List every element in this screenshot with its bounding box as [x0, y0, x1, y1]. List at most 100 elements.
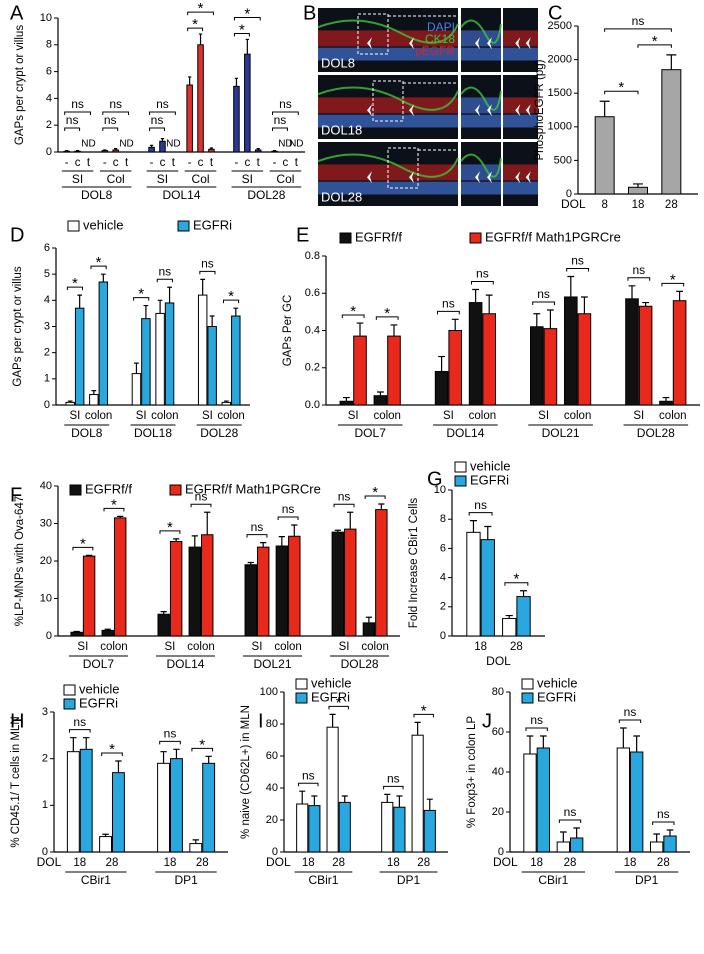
y-tick-label: 60: [266, 750, 278, 762]
group-label: DOL8: [81, 188, 113, 202]
bar: [66, 751, 80, 853]
bar: [482, 313, 496, 406]
significance-label: ns: [274, 113, 287, 127]
bar: [616, 747, 631, 853]
significance-bracket: [468, 512, 493, 516]
bar: [256, 546, 270, 637]
error-bar: [676, 290, 683, 301]
bar: [244, 53, 251, 153]
stain-band: [317, 153, 459, 178]
error-bar: [347, 511, 354, 530]
y-tick-label: 0: [440, 630, 446, 642]
x-tick-label: -: [188, 157, 192, 169]
significance-bracket: [90, 265, 107, 270]
y-axis-title: % CD45.1/ T cells in MLN: [10, 716, 22, 847]
error-bar: [157, 299, 163, 314]
bar: [221, 401, 232, 406]
group-label: DOL28: [247, 188, 285, 202]
error-bar: [256, 148, 260, 150]
stain-band: [503, 47, 538, 61]
subgroup-label: Col: [192, 172, 210, 186]
error-bar: [173, 748, 180, 759]
significance-label: ns: [73, 715, 86, 729]
panel-letter: B: [303, 2, 316, 24]
significance-label: ns: [109, 97, 122, 111]
panel-letter: E: [296, 224, 309, 246]
error-bar: [365, 616, 373, 623]
x-tick-label: colon: [217, 410, 245, 422]
bar: [423, 809, 436, 853]
bar: [530, 326, 544, 406]
error-bar: [173, 538, 180, 542]
legend-swatch: [521, 678, 534, 690]
significance-label: ns: [338, 489, 351, 503]
group-label: DOL14: [446, 426, 484, 440]
error-bar: [666, 829, 674, 836]
y-tick-label: 2: [44, 347, 50, 359]
error-bar: [485, 294, 493, 314]
significance-bracket: [618, 719, 642, 723]
legend-label: EGFRi: [311, 689, 350, 704]
error-bar: [620, 727, 627, 748]
error-bar: [160, 138, 165, 142]
y-tick-label: 8: [440, 513, 446, 525]
y-tick-label: 0.6: [305, 287, 320, 299]
x-tick-label: 18: [73, 857, 86, 869]
y-axis-title: GAPs per crypt or villus: [14, 25, 26, 145]
y-tick-label: 6: [440, 542, 446, 554]
significance-bracket: [328, 705, 349, 710]
subgroup-label: SI: [242, 172, 253, 186]
x-tick-label: SI: [538, 410, 549, 422]
significance-bracket: [191, 747, 214, 752]
x-tick-label: t: [210, 157, 214, 169]
significance-label: ns: [571, 254, 584, 268]
error-bar: [628, 285, 636, 299]
bar: [536, 747, 551, 853]
legend-swatch: [63, 698, 76, 710]
x-tick-label: 18: [632, 199, 645, 211]
significance-label: *: [80, 535, 86, 552]
value-label: ND: [278, 139, 292, 150]
y-tick-label: 10: [434, 484, 446, 496]
legend-label: vehicle: [79, 681, 119, 696]
error-bar: [205, 755, 212, 764]
bar: [466, 531, 481, 637]
significance-label: ns: [282, 502, 295, 516]
error-bar: [160, 751, 167, 764]
bar: [502, 617, 517, 637]
bar: [434, 370, 449, 406]
significance-bracket: [187, 11, 214, 16]
x-tick-label: colon: [100, 641, 128, 653]
significance-label: *: [111, 496, 117, 513]
legend-swatch: [454, 475, 467, 487]
error-bar: [378, 503, 385, 510]
x-axis-title: DOL: [561, 197, 586, 211]
error-bar: [91, 390, 97, 395]
stain-band: [461, 97, 501, 114]
legend-label: EGFRf/f: [85, 481, 132, 496]
arrowhead: [475, 37, 492, 50]
legend-swatch: [339, 232, 352, 244]
value-label: ND: [81, 139, 95, 150]
error-bar: [384, 793, 391, 803]
y-tick-label: 2: [46, 119, 52, 131]
error-bar: [114, 148, 118, 150]
bar: [411, 734, 424, 853]
significance-label: *: [167, 519, 173, 536]
y-tick-label: 2000: [548, 54, 572, 66]
legend-swatch: [63, 684, 76, 696]
bar: [141, 318, 151, 406]
significance-label: *: [513, 571, 519, 588]
significance-bracket: [504, 582, 529, 586]
x-tick-label: colon: [373, 410, 401, 422]
bar: [271, 150, 278, 153]
row-label: DOL28: [321, 189, 362, 204]
bar: [254, 149, 262, 153]
y-tick-label: 0: [498, 846, 504, 858]
y-tick-label: 1: [44, 373, 50, 385]
bar: [197, 294, 208, 406]
significance-label: *: [228, 288, 234, 305]
y-tick-label: 10: [40, 592, 52, 604]
significance-bracket: [604, 90, 639, 95]
bar: [113, 517, 127, 637]
